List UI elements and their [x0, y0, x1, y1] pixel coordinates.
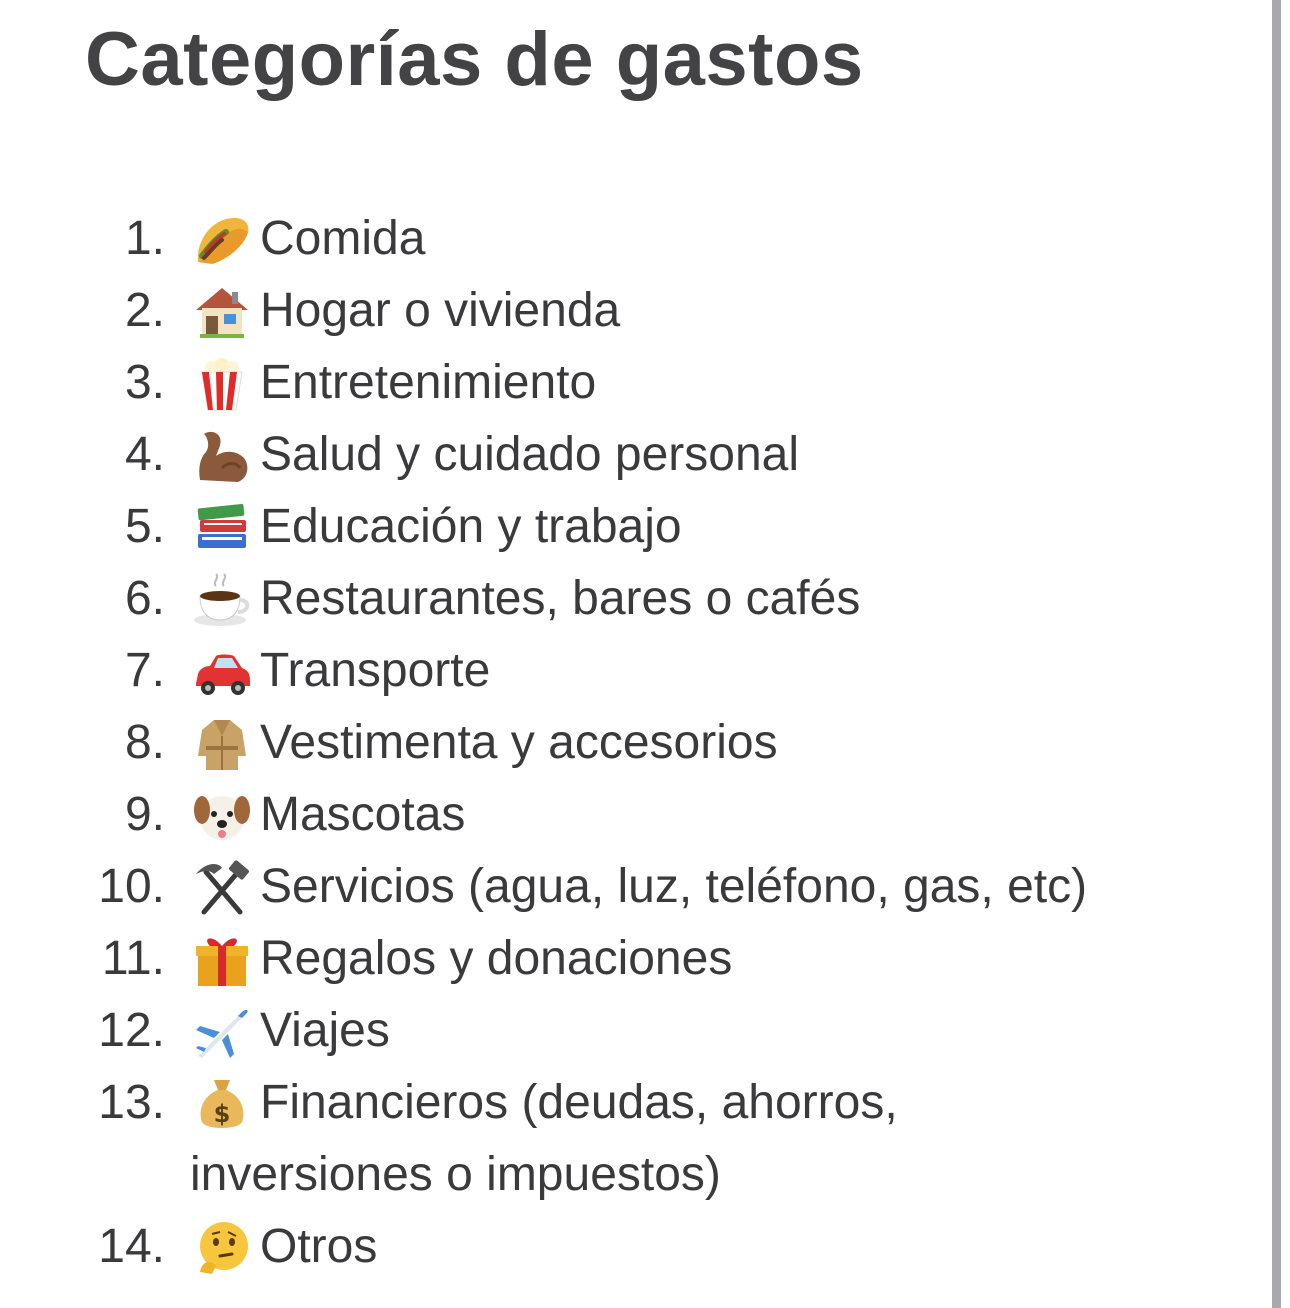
list-item-label: Transporte — [260, 644, 491, 697]
list-number: 1. — [124, 212, 165, 265]
list-item: 14. Otros — [0, 1211, 1260, 1283]
list-number: 7. — [124, 644, 165, 697]
hot-beverage-icon — [191, 571, 253, 629]
list-item: 13. $ Financieros (deudas, ahorros, inve… — [0, 1067, 1260, 1211]
list-item: 10. Servicios (agua, luz, teléfono, gas,… — [0, 851, 1260, 923]
list-number: 4. — [124, 428, 165, 481]
popcorn-icon — [191, 355, 253, 413]
dog-face-icon — [191, 787, 253, 845]
list-item-label: Regalos y donaciones — [260, 932, 733, 985]
list-item-label: Servicios (agua, luz, teléfono, gas, etc… — [260, 860, 1088, 913]
list-item-label: Hogar o vivienda — [260, 284, 621, 337]
vertical-scrollbar[interactable] — [1272, 0, 1281, 1308]
list-number: 12. — [98, 1004, 165, 1057]
list-number: 10. — [98, 860, 165, 913]
list-number: 2. — [124, 284, 165, 337]
list-number: 13. — [98, 1076, 165, 1129]
list-item-label: Entretenimiento — [260, 356, 597, 409]
thinking-face-icon — [191, 1219, 253, 1277]
list-item: 11. Regalos y donaciones — [0, 923, 1260, 995]
hammer-and-pick-icon — [191, 859, 253, 917]
list-item-label: Comida — [260, 212, 426, 265]
list-item: 6. Restaurantes, bares o cafés — [0, 563, 1260, 635]
coat-icon — [191, 715, 253, 773]
list-item-label: Educación y trabajo — [260, 500, 682, 553]
list-item-label: Vestimenta y accesorios — [260, 716, 778, 769]
list-item: 12. Viajes — [0, 995, 1260, 1067]
books-icon — [191, 499, 253, 557]
list-number: 6. — [124, 572, 165, 625]
list-number: 8. — [124, 716, 165, 769]
list-item: 8. Vestimenta y accesorios — [0, 707, 1260, 779]
list-item: 3. Entretenimiento — [0, 347, 1260, 419]
list-item-label: Otros — [260, 1220, 378, 1273]
list-item: 1. Comida — [0, 203, 1260, 275]
list-number: 14. — [98, 1220, 165, 1273]
house-icon — [191, 283, 253, 341]
list-item: 9. Mascotas — [0, 779, 1260, 851]
list-item: 7. Transporte — [0, 635, 1260, 707]
list-number: 11. — [101, 932, 165, 985]
car-icon — [191, 643, 253, 701]
taco-icon — [191, 211, 253, 269]
list-item: 4. Salud y cuidado personal — [0, 419, 1260, 491]
list-item: 2. Hogar o vivienda — [0, 275, 1260, 347]
list-item-label: Restaurantes, bares o cafés — [260, 572, 861, 625]
money-bag-icon: $ — [191, 1075, 253, 1133]
list-number: 3. — [124, 356, 165, 409]
svg-text:$: $ — [214, 1100, 231, 1128]
list-number: 9. — [124, 788, 165, 841]
category-list: 1. Comida 2. — [0, 203, 1260, 1283]
list-item: 5. Educación y trabajo — [0, 491, 1260, 563]
airplane-icon — [191, 1003, 253, 1061]
list-number: 5. — [124, 500, 165, 553]
list-item-label: Financieros (deudas, ahorros, inversione… — [190, 1076, 898, 1201]
gift-icon — [191, 931, 253, 989]
flexed-biceps-icon — [191, 427, 253, 485]
list-item-label: Mascotas — [260, 788, 466, 841]
page-title: Categorías de gastos — [85, 17, 864, 102]
list-item-label: Viajes — [260, 1004, 390, 1057]
list-item-label: Salud y cuidado personal — [260, 428, 800, 481]
